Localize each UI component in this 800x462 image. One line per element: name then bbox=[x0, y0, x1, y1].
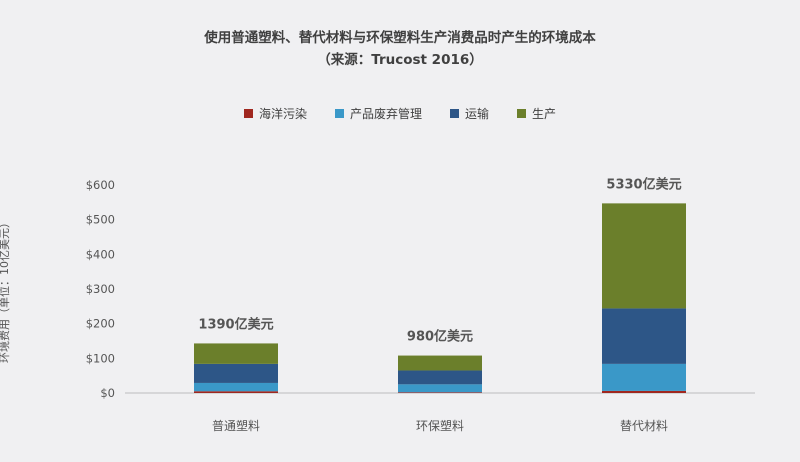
legend-swatch bbox=[450, 109, 459, 118]
legend-item-transport: 运输 bbox=[450, 105, 489, 122]
y-tick-label: $600 bbox=[86, 178, 115, 192]
bar-total-label: 1390亿美元 bbox=[198, 316, 273, 332]
bar-segment bbox=[602, 363, 686, 391]
legend-label: 产品废弃管理 bbox=[349, 107, 422, 121]
bar-segment bbox=[398, 370, 482, 385]
x-tick-label: 替代材料 bbox=[620, 419, 668, 433]
bar-segment bbox=[398, 384, 482, 393]
legend-swatch bbox=[517, 109, 527, 118]
legend-label: 海洋污染 bbox=[258, 107, 307, 121]
y-tick-label: $200 bbox=[86, 317, 115, 331]
bar-segment bbox=[194, 363, 278, 383]
bar-segment bbox=[194, 382, 278, 392]
y-tick-label: $400 bbox=[86, 247, 115, 261]
legend-item-production: 生产 bbox=[517, 105, 556, 122]
chart-subtitle: （来源：Trucost 2016） bbox=[317, 52, 483, 68]
bar-total-label: 980亿美元 bbox=[407, 329, 473, 345]
legend-item-waste-management: 产品废弃管理 bbox=[334, 105, 422, 122]
x-tick-label: 普通塑料 bbox=[212, 418, 260, 433]
bar-segment bbox=[602, 203, 686, 309]
bar-segment bbox=[398, 355, 482, 371]
y-tick-label: $0 bbox=[100, 386, 115, 400]
bar-segment bbox=[602, 390, 686, 393]
x-tick-label: 环保塑料 bbox=[416, 418, 464, 433]
bar-segment bbox=[398, 392, 482, 393]
y-tick-label: $100 bbox=[86, 351, 115, 365]
chart-title: 使用普通塑料、替代材料与环保塑料生产消费品时产生的环境成本 bbox=[204, 30, 596, 46]
y-tick-label: $500 bbox=[86, 213, 115, 227]
legend-swatch bbox=[243, 109, 253, 118]
bar-segment bbox=[194, 391, 278, 393]
legend-label: 生产 bbox=[532, 107, 557, 121]
y-tick-label: $300 bbox=[86, 282, 115, 296]
bar-segment bbox=[602, 308, 686, 364]
legend-item-ocean-pollution: 海洋污染 bbox=[243, 105, 307, 122]
legend-swatch bbox=[334, 109, 344, 118]
legend: 海洋污染 产品废弃管理 运输 生产 bbox=[0, 105, 800, 122]
legend-label: 运输 bbox=[465, 107, 490, 121]
bar-total-label: 5330亿美元 bbox=[606, 176, 681, 192]
bar-segment bbox=[194, 343, 278, 364]
